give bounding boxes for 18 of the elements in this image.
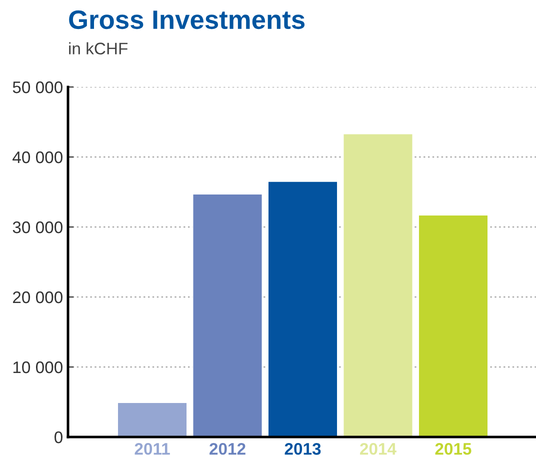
y-tick-label: 20 000 bbox=[13, 291, 62, 304]
bar bbox=[343, 134, 413, 437]
x-tick-label: 2015 bbox=[435, 442, 472, 455]
x-tick-label: 2014 bbox=[360, 442, 396, 455]
bar bbox=[117, 402, 188, 437]
y-tick-label: 40 000 bbox=[12, 151, 62, 164]
y-tick-label: 0 bbox=[54, 431, 62, 444]
x-tick-label: 2011 bbox=[134, 442, 170, 455]
bar bbox=[268, 181, 338, 437]
x-tick-label: 2012 bbox=[210, 442, 246, 455]
chart-subtitle: in kCHF bbox=[69, 42, 128, 54]
y-tick-label: 50 000 bbox=[12, 81, 62, 94]
chart-title: Gross Investments bbox=[69, 10, 305, 30]
y-tick-label: 10 000 bbox=[13, 361, 62, 374]
x-tick-label: 2013 bbox=[284, 442, 321, 455]
bar bbox=[192, 194, 262, 437]
bar bbox=[418, 214, 488, 437]
y-tick-label: 30 000 bbox=[12, 221, 62, 234]
